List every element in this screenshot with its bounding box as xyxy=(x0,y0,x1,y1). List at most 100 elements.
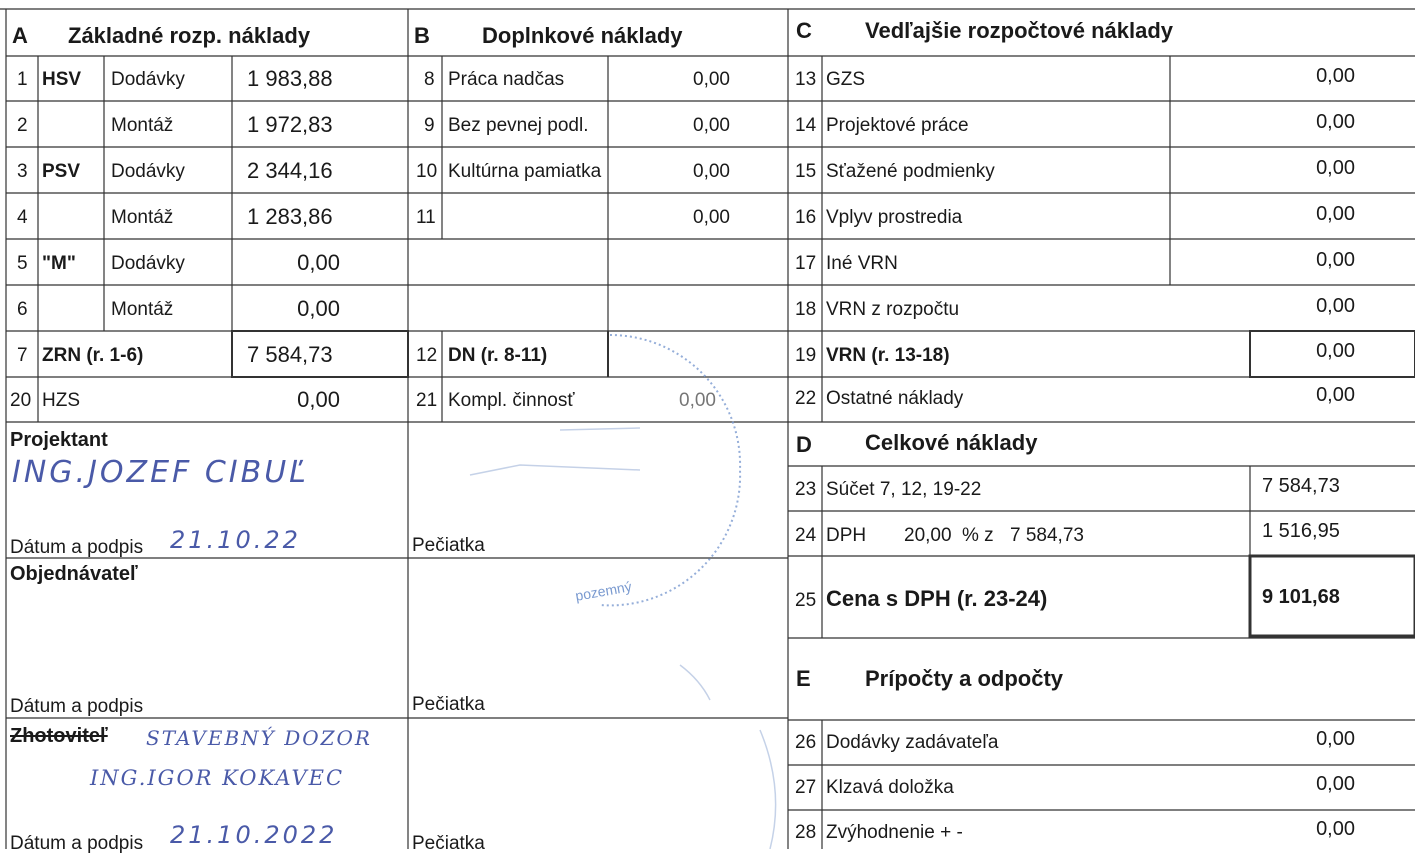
row-number: 21 xyxy=(416,391,437,410)
row-number: 4 xyxy=(17,208,28,227)
vat-rate: 20,00 xyxy=(904,526,952,545)
sum-label: Súčet 7, 12, 19-22 xyxy=(826,480,981,499)
row-group: "M" xyxy=(42,254,76,273)
row-number: 7 xyxy=(17,346,28,365)
row-number: 16 xyxy=(795,208,816,227)
row-number: 14 xyxy=(795,116,816,135)
row-value: 0,00 xyxy=(232,298,340,320)
projektant-title: Projektant xyxy=(10,430,108,450)
row-value: 2 344,16 xyxy=(247,160,333,182)
row-number: 26 xyxy=(795,733,816,752)
row-number: 9 xyxy=(424,116,435,135)
row-number: 25 xyxy=(795,591,816,610)
row-label: VRN z rozpočtu xyxy=(826,300,959,319)
row-value: 1 983,88 xyxy=(247,68,333,90)
zhotovitel-signature-name: ING.IGOR KOKAVEC xyxy=(90,768,344,789)
row-value: 0,00 xyxy=(1250,729,1355,749)
row-number: 2 xyxy=(17,116,28,135)
row-value: 0,00 xyxy=(1250,296,1355,316)
row-value: 0,00 xyxy=(232,252,340,274)
row-label: GZS xyxy=(826,70,865,89)
row-value: 0,00 xyxy=(1250,204,1355,224)
row-number: 24 xyxy=(795,526,816,545)
projektant-date-label: Dátum a podpis xyxy=(10,538,143,557)
row-group: HSV xyxy=(42,70,81,89)
row-label: Bez pevnej podl. xyxy=(448,116,589,135)
section-b-title: Doplnkové náklady xyxy=(482,25,683,47)
other-label: Ostatné náklady xyxy=(826,389,963,408)
section-a-letter: A xyxy=(12,25,28,47)
section-e-title: Prípočty a odpočty xyxy=(865,668,1063,690)
section-e-letter: E xyxy=(796,668,811,690)
vat-value: 1 516,95 xyxy=(1262,521,1340,541)
row-label: Kultúrna pamiatka xyxy=(448,162,601,181)
row-number: 18 xyxy=(795,300,816,319)
row-type: Montáž xyxy=(111,116,173,135)
projektant-stamp-label: Pečiatka xyxy=(412,536,485,555)
kompl-value: 0,00 xyxy=(608,391,716,410)
zhotovitel-title: Zhotoviteľ xyxy=(10,726,108,746)
row-number: 12 xyxy=(416,346,437,365)
row-label: Sťažené podmienky xyxy=(826,162,995,181)
section-c-letter: C xyxy=(796,20,812,42)
sum-value: 7 584,73 xyxy=(1262,476,1340,496)
zhotovitel-stamp-label: Pečiatka xyxy=(412,834,485,853)
vat-base: 7 584,73 xyxy=(1010,526,1084,545)
projektant-date: 21.10.22 xyxy=(170,528,301,552)
row-type: Dodávky xyxy=(111,162,185,181)
zrn-label: ZRN (r. 1-6) xyxy=(42,346,143,365)
row-value: 0,00 xyxy=(608,70,730,89)
row-number: 17 xyxy=(795,254,816,273)
other-value: 0,00 xyxy=(1250,385,1355,405)
row-number: 20 xyxy=(10,391,31,410)
dn-label: DN (r. 8-11) xyxy=(448,346,547,365)
row-number: 13 xyxy=(795,70,816,89)
section-d-letter: D xyxy=(796,434,812,456)
vat-label: DPH xyxy=(826,526,866,545)
row-number: 6 xyxy=(17,300,28,319)
zhotovitel-note: STAVEBNÝ DOZOR xyxy=(146,728,372,748)
row-number: 3 xyxy=(17,162,28,181)
row-value: 0,00 xyxy=(608,116,730,135)
zhotovitel-date: 21.10.2022 xyxy=(170,823,337,847)
row-number: 1 xyxy=(17,70,28,89)
row-value: 0,00 xyxy=(608,162,730,181)
section-d-title: Celkové náklady xyxy=(865,432,1037,454)
hzs-value: 0,00 xyxy=(232,389,340,411)
vat-rate-suffix: % z xyxy=(962,526,994,545)
row-label: Projektové práce xyxy=(826,116,969,135)
row-number: 28 xyxy=(795,823,816,842)
row-type: Dodávky xyxy=(111,254,185,273)
total-value: 9 101,68 xyxy=(1262,587,1340,607)
vrn-label: VRN (r. 13-18) xyxy=(826,346,950,365)
row-number: 5 xyxy=(17,254,28,273)
row-number: 27 xyxy=(795,778,816,797)
objednavatel-stamp-label: Pečiatka xyxy=(412,695,485,714)
row-group: PSV xyxy=(42,162,80,181)
row-value: 1 972,83 xyxy=(247,114,333,136)
section-c-title: Vedľajšie rozpočtové náklady xyxy=(865,20,1173,42)
row-label: Vplyv prostredia xyxy=(826,208,962,227)
row-label: Iné VRN xyxy=(826,254,898,273)
zhotovitel-date-label: Dátum a podpis xyxy=(10,834,143,853)
row-value: 0,00 xyxy=(1250,158,1355,178)
row-value: 0,00 xyxy=(608,208,730,227)
row-type: Dodávky xyxy=(111,70,185,89)
row-value: 0,00 xyxy=(1250,250,1355,270)
row-label: Klzavá doložka xyxy=(826,778,954,797)
row-number: 10 xyxy=(416,162,437,181)
kompl-label: Kompl. činnosť xyxy=(448,391,574,410)
row-label: Zvýhodnenie + - xyxy=(826,823,963,842)
row-value: 0,00 xyxy=(1250,819,1355,839)
objednavatel-date-label: Dátum a podpis xyxy=(10,697,143,716)
row-type: Montáž xyxy=(111,208,173,227)
row-type: Montáž xyxy=(111,300,173,319)
row-value: 0,00 xyxy=(1250,112,1355,132)
row-number: 19 xyxy=(795,346,816,365)
row-value: 0,00 xyxy=(1250,66,1355,86)
row-number: 22 xyxy=(795,389,816,408)
total-label: Cena s DPH (r. 23-24) xyxy=(826,588,1047,610)
row-number: 11 xyxy=(416,208,436,227)
row-number: 15 xyxy=(795,162,816,181)
